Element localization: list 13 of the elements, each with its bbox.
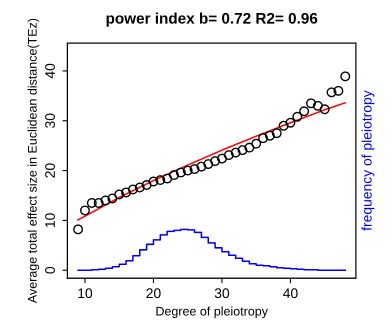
- y2-axis-title: frequency of pleiotropy: [361, 90, 374, 231]
- x-axis-title: Degree of pleiotropy: [156, 306, 268, 318]
- x-tick-label: 10: [78, 288, 92, 298]
- y-tick-label: 40: [45, 64, 55, 78]
- x-tick-label: 20: [146, 288, 161, 298]
- y-tick-label: 20: [45, 163, 55, 178]
- x-tick-label: 30: [214, 288, 230, 298]
- x-tick-label: 40: [283, 288, 298, 298]
- y-tick-label: 30: [45, 114, 55, 128]
- chart-title: power index b= 0.72 R2= 0.96: [106, 12, 318, 27]
- y-tick-label: 0: [45, 266, 55, 274]
- y-axis-title: Average total effect size in Euclidean distance(TEz): [28, 18, 40, 304]
- y-tick-label: 10: [45, 213, 55, 228]
